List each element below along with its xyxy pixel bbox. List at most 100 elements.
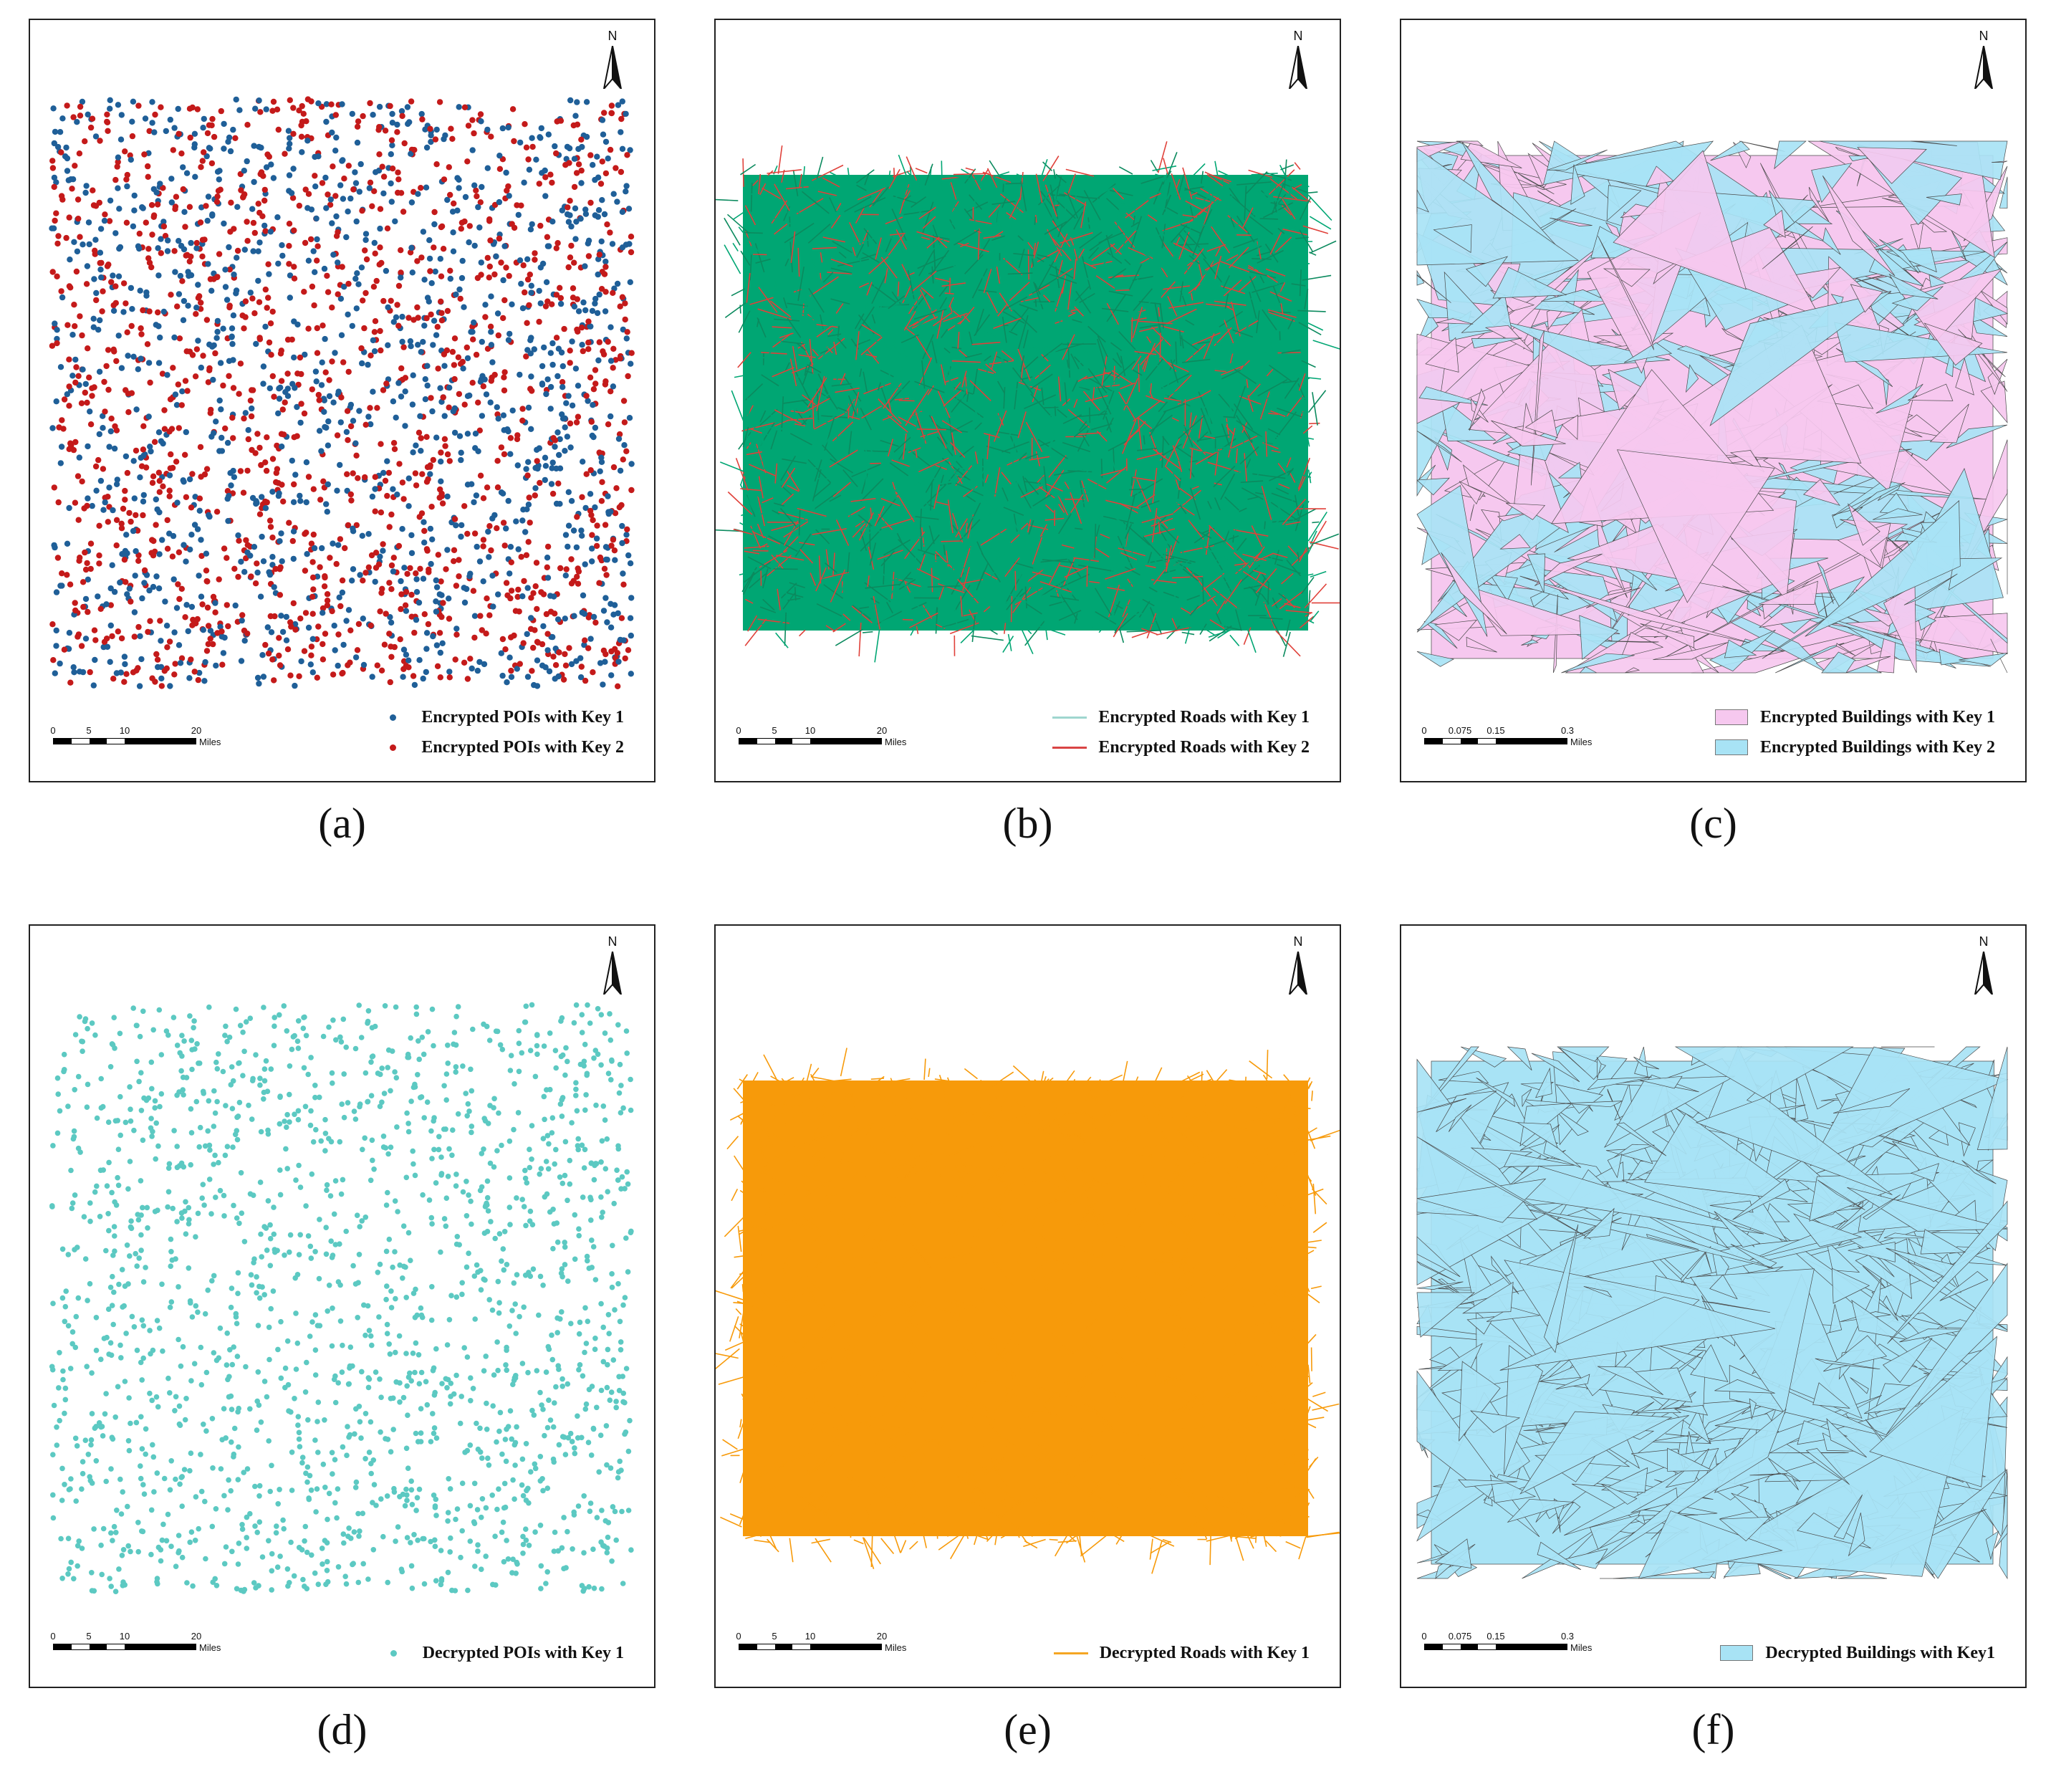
poi-point [371, 329, 378, 335]
poi-point [255, 201, 261, 207]
poi-point [99, 308, 105, 315]
road-segment [1219, 310, 1244, 327]
road-segment [1019, 304, 1038, 312]
poi-point [601, 110, 607, 116]
road-segment [1277, 463, 1287, 475]
poi-point [221, 120, 227, 128]
poi-point [241, 168, 247, 174]
poi-point [593, 535, 600, 542]
road-segment [780, 444, 787, 455]
poi-point [330, 671, 337, 678]
poi-point [503, 525, 509, 532]
poi-point [528, 615, 534, 621]
road-segment [975, 325, 996, 337]
poi-point [537, 479, 543, 487]
poi-point [399, 112, 405, 120]
road-segment [1248, 586, 1262, 595]
poi-point [254, 569, 261, 576]
road-segment [1070, 236, 1075, 246]
road-segment [772, 367, 794, 378]
poi-point [283, 637, 290, 643]
poi-point [188, 532, 195, 538]
road-segment [838, 251, 847, 259]
poi-point [70, 664, 77, 671]
road-segment [1255, 571, 1262, 580]
poi-point [620, 398, 628, 404]
poi-point [383, 380, 390, 387]
road-segment [900, 334, 919, 344]
road-segment [780, 493, 794, 506]
poi-point [141, 567, 148, 574]
poi-point [249, 206, 256, 212]
poi-point [464, 158, 471, 165]
poi-point [150, 212, 158, 219]
poi-point [564, 143, 571, 150]
road-segment [999, 296, 1028, 313]
road-segment [974, 451, 979, 464]
poi-point [413, 576, 420, 583]
road-segment [880, 512, 905, 524]
poi-point [424, 382, 431, 389]
road-segment [1225, 320, 1234, 330]
road-segment [1170, 502, 1186, 505]
road-segment [812, 246, 837, 249]
poi-point [131, 495, 138, 502]
poi-point [90, 315, 97, 322]
poi-point [92, 656, 98, 663]
road-segment [1075, 249, 1099, 268]
poi-point [49, 425, 56, 431]
road-segment [941, 540, 961, 542]
poi-point [266, 271, 272, 277]
poi-point [319, 180, 326, 186]
poi-point [228, 199, 234, 206]
poi-point [57, 660, 63, 667]
poi-point [161, 426, 168, 432]
road-segment [1280, 164, 1295, 171]
poi-point [569, 402, 576, 409]
road-segment [973, 500, 983, 507]
road-segment [759, 550, 788, 568]
poi-point [385, 469, 393, 476]
poi-point [536, 445, 542, 451]
road-segment [1056, 590, 1060, 598]
road-segment [1163, 403, 1186, 413]
poi-point [580, 299, 587, 306]
road-segment [1245, 171, 1268, 194]
poi-point [390, 398, 397, 405]
road-segment [882, 416, 893, 421]
poi-point [304, 96, 312, 102]
poi-point [308, 652, 314, 658]
road-segment [1130, 221, 1140, 228]
poi-point [362, 474, 368, 481]
road-segment [773, 502, 784, 507]
poi-point [229, 340, 236, 348]
poi-point [161, 668, 168, 674]
road-segment [1075, 290, 1092, 314]
poi-point [260, 380, 266, 387]
road-segment [1114, 221, 1135, 248]
road-segment [1030, 393, 1052, 418]
road-segment [1045, 241, 1065, 251]
road-segment [1018, 249, 1025, 269]
poi-point [590, 402, 596, 408]
poi-point [237, 468, 244, 474]
road-segment [1027, 568, 1044, 583]
road-segment [1231, 468, 1247, 496]
road-segment [1140, 500, 1160, 509]
poi-point [479, 627, 485, 633]
road-segment [848, 221, 861, 245]
road-segment [860, 530, 868, 551]
poi-point [93, 487, 100, 494]
road-segment [861, 441, 876, 472]
road-segment [1155, 227, 1166, 247]
poi-point [82, 566, 90, 573]
road-segment [921, 497, 929, 506]
poi-point [578, 136, 585, 143]
poi-point [122, 497, 128, 503]
road-segment [1162, 194, 1172, 216]
poi-point [598, 454, 605, 461]
poi-point [421, 277, 428, 283]
road-segment [1272, 355, 1302, 360]
road-segment [1193, 532, 1210, 544]
poi-point [401, 140, 408, 147]
